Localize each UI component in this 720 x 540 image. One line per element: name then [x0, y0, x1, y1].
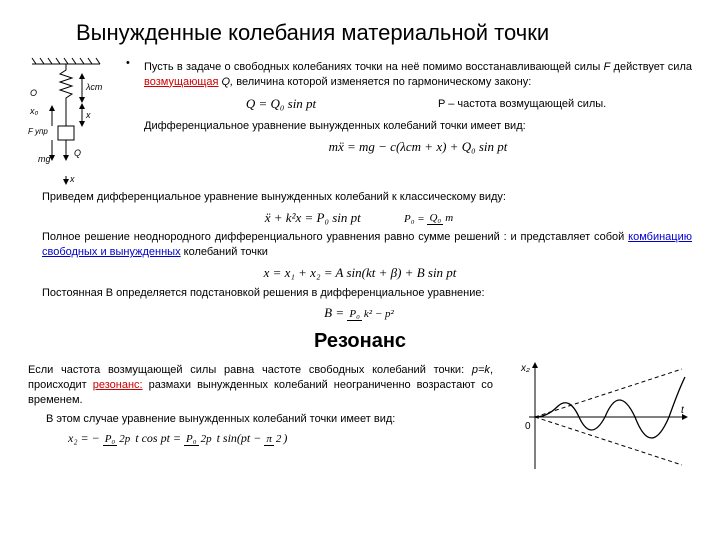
formula-Q: Q = Q₀ sin pt [144, 95, 418, 113]
note-P: P – частота возмущающей силы. [438, 97, 692, 112]
resonance-graph: x₂ t 0 [507, 359, 692, 474]
page-title: Вынужденные колебания материальной точки [76, 18, 692, 48]
resonance-title: Резонанс [28, 328, 692, 355]
svg-text:x: x [85, 110, 91, 120]
formula-resonance: x₂ = − P₀2p t cos pt = P₀2p t sin(pt − π… [68, 430, 493, 446]
mid-p5: Постоянная B определяется подстановкой р… [42, 286, 692, 301]
label-lcm: λст [85, 82, 103, 92]
formula-diff: mẍ = mg − c(λст + x) + Q₀ sin pt [144, 138, 692, 156]
intro-paragraph-2: Дифференциальное уравнение вынужденных к… [144, 119, 692, 134]
resonance-p1: Если частота возмущающей силы равна част… [28, 363, 493, 408]
label-O: O [30, 88, 37, 98]
graph-label-x2: x₂ [520, 363, 530, 374]
resonance-section: Если частота возмущающей силы равна част… [28, 359, 692, 474]
intro-paragraph-1: Пусть в задаче о свободных колебаниях то… [144, 60, 692, 90]
label-Fupr: F упр [28, 127, 48, 136]
graph-label-t: t [681, 405, 685, 416]
label-x0: x₀ [29, 106, 39, 116]
spring-diagram: O x₀ F упр mg x λст Q x [28, 56, 116, 186]
formula-B: B = P₀k² − p² [28, 304, 692, 322]
formula-classic: ẍ + k²x = P₀ sin pt P₀ = Q₀m [28, 209, 692, 227]
intro-section: O x₀ F упр mg x λст Q x • Пусть в задаче… [28, 56, 692, 186]
label-Q: Q [74, 148, 81, 158]
bullet-dot: • [126, 56, 136, 158]
label-x: x [69, 174, 75, 184]
mid-p4: Полное решение неоднородного дифференциа… [42, 230, 692, 260]
red-text-vozm: возмущающая [144, 76, 219, 88]
formula-solution: x = x₁ + x₂ = A sin(kt + β) + B sin pt [28, 264, 692, 282]
resonance-p2: В этом случае уравнение вынужденных коле… [28, 412, 493, 427]
label-mg: mg [38, 154, 51, 164]
mid-p3: Приведем дифференциальное уравнение выну… [42, 190, 692, 205]
red-text-res: резонанс: [93, 379, 143, 391]
graph-label-zero: 0 [525, 421, 531, 432]
